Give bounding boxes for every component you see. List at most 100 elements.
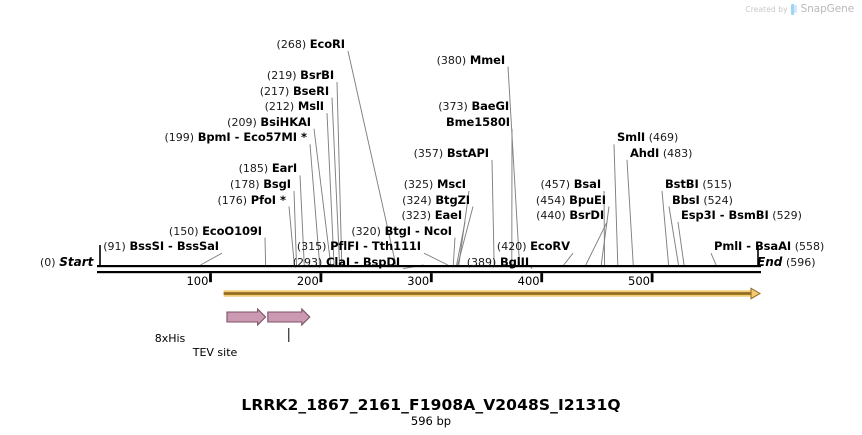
site-position: (185) [238, 162, 269, 176]
site-position: (483) [662, 146, 693, 160]
site-name: BseRI [292, 83, 329, 98]
site-name: BtgZI [435, 192, 470, 207]
site-label-BsaI: (457) BsaI [541, 178, 602, 191]
ruler-tick-400: 400 [517, 274, 540, 288]
site-name: BstAPI [446, 145, 489, 160]
site-label-MslI: (212) MslI [265, 100, 324, 113]
site-name-Bme1580I: Bme1580I [445, 114, 510, 129]
watermark-created-by: Created by [745, 4, 788, 14]
site-position: (454) [535, 193, 566, 207]
site-label-EarI: (185) EarI [238, 161, 298, 176]
site-name: BpuEI [569, 192, 606, 207]
site-name: BpmI - Eco57MI * [197, 130, 307, 145]
ruler-tick-500: 500 [628, 274, 650, 288]
site-name: PfoI * [250, 192, 286, 207]
site-position: (209) [227, 115, 257, 129]
page-title: LRRK2_1867_2161_F1908A_V2048S_I2131Q [241, 396, 621, 414]
site-label-MmeI: (380) MmeI [437, 54, 505, 67]
ruler-tick-100: 100 [186, 274, 209, 288]
site-label-BsgI: (178) BsgI [230, 178, 291, 191]
site-label-BseRI: (217) BseRI [260, 85, 329, 98]
site-label-BsiHKAI: (209) BsiHKAI [227, 116, 311, 129]
site-position: (178) [230, 177, 260, 191]
feature-label-tev-site: TEV site [192, 346, 238, 359]
site-name: MslI [297, 99, 324, 114]
site-position: (91) [103, 240, 126, 254]
site-label-BstAPI: (357) BstAPI [414, 147, 489, 160]
site-position: (373) [438, 100, 468, 114]
site-label-ClaI-BspDI: (293) ClaI - BspDI [293, 256, 400, 269]
site-position: (389) [466, 255, 497, 269]
site-name: BsiHKAI [260, 114, 311, 129]
snapgene-logo-icon [790, 3, 798, 15]
site-position: (212) [264, 100, 295, 114]
site-label-BstBI: BstBI (515) [665, 178, 732, 191]
site-position: (529) [772, 209, 802, 223]
site-name: PflFI - Tth111I [330, 239, 421, 254]
snapgene-watermark: Created by SnapGene [745, 3, 854, 15]
site-name: BstBI [665, 176, 699, 191]
start-position: (0) [40, 255, 56, 269]
site-label-EcoRI: (268) EcoRI [276, 37, 346, 51]
feature-label-8xhis: 8xHis [154, 332, 186, 345]
site-name: Esp3I - BsmBI [681, 208, 769, 223]
site-name: SmlI [617, 130, 646, 145]
site-name: MscI [437, 176, 466, 191]
site-label-Esp3I-BsmBI: Esp3I - BsmBI (529) [681, 209, 802, 222]
site-label-BglII: (389) BglII [467, 256, 529, 269]
site-name: BsaI [573, 176, 601, 191]
site-position: (457) [540, 177, 571, 191]
site-position: (357) [413, 146, 444, 160]
site-name: EcoRI [309, 37, 345, 51]
end-text: End [757, 254, 783, 269]
site-position: (515) [702, 177, 732, 191]
site-position: (219) [266, 69, 297, 83]
site-position: (268) [276, 38, 307, 51]
site-position: (199) [164, 131, 195, 145]
site-name: BaeGI [471, 99, 509, 114]
site-label-BsrBI: (219) BsrBI [267, 69, 334, 82]
site-label-BbsI: BbsI (524) [672, 194, 733, 207]
site-label-PfoI: (176) PfoI * [218, 194, 287, 207]
site-name: PmlI - BsaAI [714, 239, 792, 254]
site-position: (323) [401, 209, 432, 223]
site-label-BtgZI: (324) BtgZI [402, 194, 470, 207]
site-name: AhdI [630, 145, 660, 160]
site-name: BglII [500, 254, 529, 269]
site-label-AhdI: AhdI (483) [630, 147, 692, 160]
site-name: EarI [271, 161, 297, 176]
site-name: BsrDI [569, 208, 604, 223]
site-name: BsrBI [300, 68, 334, 83]
site-position: (176) [217, 193, 248, 207]
ruler-tick-300: 300 [407, 274, 430, 288]
start-label: (0) Start [40, 256, 93, 269]
end-position: (596) [786, 255, 816, 269]
site-name: EcoO109I [202, 223, 262, 238]
site-name: EaeI [434, 208, 462, 223]
site-position: (217) [259, 84, 290, 98]
site-position: (524) [703, 193, 733, 207]
site-name: BbsI [672, 192, 700, 207]
site-label-BpmI-Eco57MI: (199) BpmI - Eco57MI * [164, 131, 307, 144]
ruler-tick-200: 200 [296, 274, 319, 288]
site-name: ClaI - BspDI [326, 254, 400, 269]
site-label-EaeI: (323) EaeI [401, 209, 462, 222]
site-label-MscI: (325) MscI [404, 178, 466, 191]
site-label-BtgI-NcoI: (320) BtgI - NcoI [351, 225, 452, 238]
site-name: MmeI [469, 52, 505, 67]
site-position: (325) [403, 177, 434, 191]
site-position: (324) [402, 193, 432, 207]
site-position: (440) [536, 209, 566, 223]
site-position: (380) [436, 53, 467, 67]
site-name: EcoRV [530, 239, 570, 254]
site-label-BaeGI-Bme1580I: (373) BaeGI [438, 100, 509, 113]
site-name: BssSI - BssSaI [129, 239, 220, 254]
site-label-BssSI-BssSaI: (91) BssSI - BssSaI [103, 240, 219, 253]
site-name: BsgI [263, 176, 291, 191]
site-position: (320) [351, 224, 381, 238]
start-text: Start [59, 254, 94, 269]
site-label-PmlI-BsaAI: PmlI - BsaAI (558) [714, 240, 824, 253]
site-label-EcoRV: (420) EcoRV [497, 240, 570, 253]
